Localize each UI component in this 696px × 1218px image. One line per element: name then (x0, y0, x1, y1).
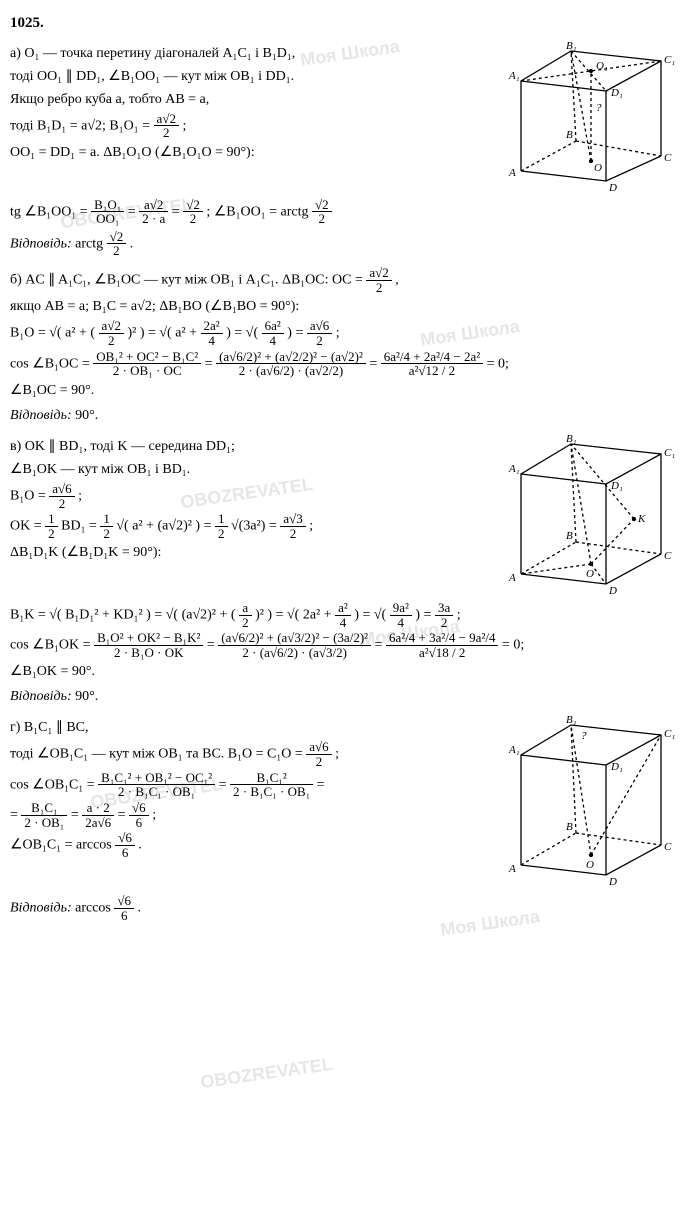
part-a-line6: tg ∠B₁OO₁ = B₁O₁OO₁ = a√22 · a = √22 ; ∠… (10, 198, 686, 226)
part-c-answer: Відповідь: 90°. (10, 686, 686, 707)
part-a-answer: Відповідь: arctg √22 . (10, 230, 686, 258)
svg-text:D: D (608, 876, 617, 888)
part-c-line1: в) OK ∥ BD₁, тоді K — середина DD₁; (10, 436, 498, 457)
svg-text:A: A (508, 167, 516, 179)
part-d-line5: ∠OB₁C₁ = arccos √66 . (10, 831, 498, 859)
part-d-line1: г) B₁C₁ ∥ BC, (10, 717, 498, 738)
svg-text:C: C (664, 550, 672, 562)
svg-text:A: A (508, 863, 516, 875)
part-b-line1: б) AC ∥ A₁C₁, ∠B₁OC — кут між OB₁ і A₁C₁… (10, 266, 686, 294)
part-c-line2: ∠B₁OK — кут між OB₁ і BD₁. (10, 459, 498, 480)
part-d-line3: cos ∠OB₁C₁ = B₁C₁² + OB₁² − OC₁²2 · B₁C₁… (10, 771, 498, 799)
svg-text:O: O (586, 859, 594, 871)
svg-text:D: D (608, 182, 617, 194)
watermark: OBOZREVATEL (199, 1051, 335, 1096)
svg-text:O: O (594, 162, 602, 174)
cube-figure-2: A B C D A₁ B₁ C₁ D₁ O K (506, 434, 681, 599)
svg-text:B₁: B₁ (566, 434, 577, 445)
part-c-line5: ΔB₁D₁K (∠B₁D₁K = 90°): (10, 542, 498, 563)
svg-text:A₁: A₁ (508, 744, 520, 756)
svg-text:B: B (566, 129, 573, 141)
part-b-line3: B₁O = √( a² + ( a√22 )² ) = √( a² + 2a²4… (10, 319, 686, 347)
svg-text:D: D (608, 585, 617, 597)
svg-text:B: B (566, 530, 573, 542)
problem-number: 1025. (10, 12, 686, 35)
svg-text:A₁: A₁ (508, 463, 520, 475)
part-c-line7: cos ∠B₁OK = B₁O² + OK² − B₁K²2 · B₁O · O… (10, 631, 686, 659)
svg-text:B₁: B₁ (566, 41, 577, 52)
svg-text:O: O (586, 568, 594, 580)
svg-text:C₁: C₁ (664, 54, 675, 66)
svg-text:D₁: D₁ (610, 87, 623, 99)
part-c-line4: OK = 12 BD₁ = 12 √( a² + (a√2)² ) = 12 √… (10, 512, 498, 540)
part-d-line2: тоді ∠OB₁C₁ — кут між OB₁ та BC. B₁O = C… (10, 740, 498, 768)
svg-text:?: ? (581, 730, 587, 742)
svg-text:B: B (566, 821, 573, 833)
part-a-line4: тоді B₁D₁ = a√2; B₁O₁ = a√22 ; (10, 112, 498, 140)
svg-text:K: K (637, 513, 646, 525)
svg-text:C: C (664, 841, 672, 853)
part-d-line4: = B₁C₁2 · OB₁ = a · 22a√6 = √66 ; (10, 801, 498, 829)
part-b-answer: Відповідь: 90°. (10, 405, 686, 426)
part-b-line2: якщо AB = a; B₁C = a√2; ΔB₁BO (∠B₁BO = 9… (10, 296, 686, 317)
part-d-answer: Відповідь: arccos √66 . (10, 894, 686, 922)
cube-figure-1: A B C D A₁ B₁ C₁ D₁ O O₁ ? (506, 41, 681, 196)
svg-text:O₁: O₁ (596, 60, 608, 72)
part-a-line2: тоді OO₁ ∥ DD₁, ∠B₁OO₁ — кут між OB₁ і D… (10, 66, 498, 87)
svg-text:C: C (664, 152, 672, 164)
svg-text:A₁: A₁ (508, 70, 520, 82)
svg-text:?: ? (596, 102, 602, 114)
svg-text:A: A (508, 572, 516, 584)
svg-text:D₁: D₁ (610, 480, 623, 492)
part-c-line3: B₁O = a√62 ; (10, 482, 498, 510)
part-c-line8: ∠B₁OK = 90°. (10, 661, 686, 682)
part-a-line1: а) O₁ — точка перетину діагоналей A₁C₁ і… (10, 43, 498, 64)
svg-text:C₁: C₁ (664, 447, 675, 459)
cube-figure-3: A B C D A₁ B₁ C₁ D₁ O ? (506, 715, 681, 890)
svg-text:B₁: B₁ (566, 715, 577, 726)
part-b-line4: cos ∠B₁OC = OB₁² + OC² − B₁C²2 · OB₁ · O… (10, 350, 686, 378)
svg-text:D₁: D₁ (610, 761, 623, 773)
part-a-line3: Якщо ребро куба a, тобто AB = a, (10, 89, 498, 110)
svg-text:C₁: C₁ (664, 728, 675, 740)
part-c-line6: B₁K = √( B₁D₁² + KD₁² ) = √( (a√2)² + ( … (10, 601, 686, 629)
part-a-line5: OO₁ = DD₁ = a. ΔB₁O₁O (∠B₁O₁O = 90°): (10, 142, 498, 163)
part-b-line5: ∠B₁OC = 90°. (10, 380, 686, 401)
